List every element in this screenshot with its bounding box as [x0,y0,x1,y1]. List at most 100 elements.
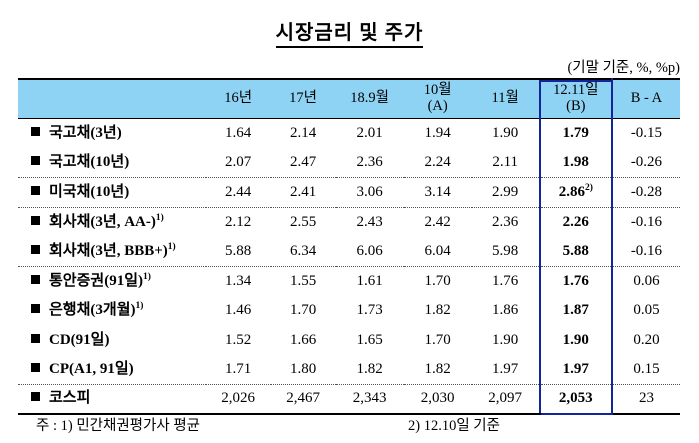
cell-ba: 0.15 [611,354,680,385]
footnote-2: 2) 12.10일 기준 [408,418,500,434]
cell-m189: 1.82 [335,354,404,385]
cell-ba: 23 [611,384,680,415]
header-m10-line1: 10월 [423,82,452,99]
table-row: 국고채(10년) 2.07 2.47 2.36 2.24 2.11 1.98 -0.26 [18,148,680,178]
cell-d1211: 1.90 [538,325,613,355]
cell-d1211: 2,053 [538,384,613,415]
table-row: 미국채(10년) 2.44 2.41 3.06 3.14 2.99 2.862) -0.28 [18,177,680,208]
cell-d1211-value: 1.97 [562,360,589,377]
cell-d1211-value: 2.86 [558,184,585,200]
table-row: CD(91일) 1.52 1.66 1.65 1.70 1.90 1.90 0.20 [18,325,680,355]
row-label: 코스피 [18,384,206,415]
row-label: 국고채(10년) [18,148,206,178]
cell-m10: 1.94 [424,125,451,142]
header-cell-m11: 11월 [471,78,540,119]
cell-d1211: 1.97 [538,354,613,385]
cell-m10: 2,030 [403,384,472,415]
cell-m11: 2,097 [471,384,540,415]
cell-d1211: 1.87 [538,295,613,325]
bullet-square-icon [31,156,40,166]
cell-y16: 1.52 [225,331,252,348]
table-row: 회사채(3년, AA-)1) 2.12 2.55 2.43 2.42 2.36 2.26 -0… [18,207,680,237]
cell-d1211-value: 2.26 [562,213,589,230]
financial-table-container: 16년 17년 18.9월 10월 (A) 11월 12.11일 (B) B -… [18,78,680,415]
cell-m11: 5.98 [471,236,540,267]
cell-y16: 1.71 [205,354,271,385]
cell-y17: 1.55 [289,272,317,289]
cell-m10: 1.82 [424,302,451,318]
cell-y17: 2.47 [270,148,336,178]
bullet-square-icon [31,244,40,254]
cell-m11: 1.97 [471,354,540,385]
cell-m11: 1.90 [492,125,519,142]
cell-y17: 2.55 [289,213,317,230]
row-label-superscript: 1) [135,301,144,311]
cell-m11: 1.90 [492,331,519,348]
header-d1211-line1: 12.11일 [553,82,599,99]
table-body: 국고채(3년) 1.64 2.14 2.01 1.94 1.90 1.79 -0.15 국고채(… [18,118,680,415]
row-label: CP(A1, 91일) [18,354,206,385]
header-cell-ba: B - A [611,78,680,119]
cell-m11: 2.99 [471,177,540,208]
header-cell-y16: 16년 [205,78,271,119]
cell-m189: 1.65 [356,331,383,348]
header-cell-y17: 17년 [270,78,336,119]
cell-d1211: 2.862) [538,177,613,208]
market-rates-table: 16년 17년 18.9월 10월 (A) 11월 12.11일 (B) B -… [18,78,680,415]
cell-ba: 0.05 [633,302,660,318]
row-label: 통안증권(91일)1) [18,266,206,296]
cell-m11: 2.36 [492,213,519,230]
cell-y16: 1.46 [225,302,252,318]
unit-note: (기말 기준, %, %p) [567,60,680,76]
cell-m10: 2.24 [403,148,472,178]
row-label: CD(91일) [18,325,206,355]
cell-m10: 1.70 [424,331,451,348]
page-title-container: 시장금리 및 주가 [0,22,699,48]
table-header: 16년 17년 18.9월 10월 (A) 11월 12.11일 (B) B -… [18,78,680,119]
cell-m10: 6.04 [403,236,472,267]
cell-d1211: 1.98 [538,148,613,178]
cell-m10: 1.82 [403,354,472,385]
cell-y16: 5.88 [205,236,271,267]
bullet-square-icon [31,362,40,372]
cell-d1211: 2.26 [538,207,613,237]
cell-m11: 2.11 [471,148,540,178]
cell-y16: 2,026 [205,384,271,415]
cell-d1211-value: 1.90 [562,331,589,348]
cell-m189: 2,343 [335,384,404,415]
cell-m189: 2.43 [356,213,383,230]
cell-m189: 1.61 [356,272,383,289]
cell-y17: 2.14 [289,125,317,142]
row-label-superscript: 1) [155,212,164,223]
bullet-square-icon [31,333,40,343]
cell-d1211-value: 1.76 [562,272,589,289]
header-cell-label [18,78,206,119]
row-label: 회사채(3년, BBB+)1) [18,236,206,267]
table-row: 회사채(3년, BBB+)1) 5.88 6.34 6.06 6.04 5.98 5.88-… [18,236,680,267]
header-m10-line2: (A) [427,98,448,114]
header-cell-m189: 18.9월 [335,78,404,119]
header-cell-d1211: 12.11일 (B) [538,78,613,119]
header-d1211-line2: (B) [566,98,586,114]
bullet-square-icon [31,127,40,137]
row-label-text: 통안증권(91일) [49,272,143,289]
bullet-square-icon [31,274,40,284]
cell-y17: 1.66 [289,331,317,348]
cell-d1211: 5.88 [538,236,613,267]
row-label-text: 은행채(3개월) [49,302,136,318]
row-label-superscript: 1) [167,241,176,252]
row-label-text: CP(A1, 91일) [49,360,134,377]
cell-m189: 3.06 [335,177,404,208]
cell-d1211: 1.79 [538,118,613,148]
table-row: CP(A1, 91일) 1.71 1.80 1.82 1.82 1.97 1.97 0.15 [18,354,680,385]
row-label-text: CD(91일) [49,331,110,348]
cell-ba: -0.16 [630,213,663,230]
row-label: 은행채(3개월)1) [18,296,206,326]
table-row: 코스피 2,026 2,467 2,343 2,030 2,097 2,053 23 [18,384,680,415]
header-cell-m10: 10월 (A) [403,78,472,119]
cell-m189: 2.01 [356,125,383,142]
row-label: 회사채(3년, AA-)1) [18,207,206,237]
row-label-text: 국고채(10년) [49,154,130,171]
cell-m189: 6.06 [335,236,404,267]
row-label-text: 회사채(3년, BBB+) [49,242,168,259]
